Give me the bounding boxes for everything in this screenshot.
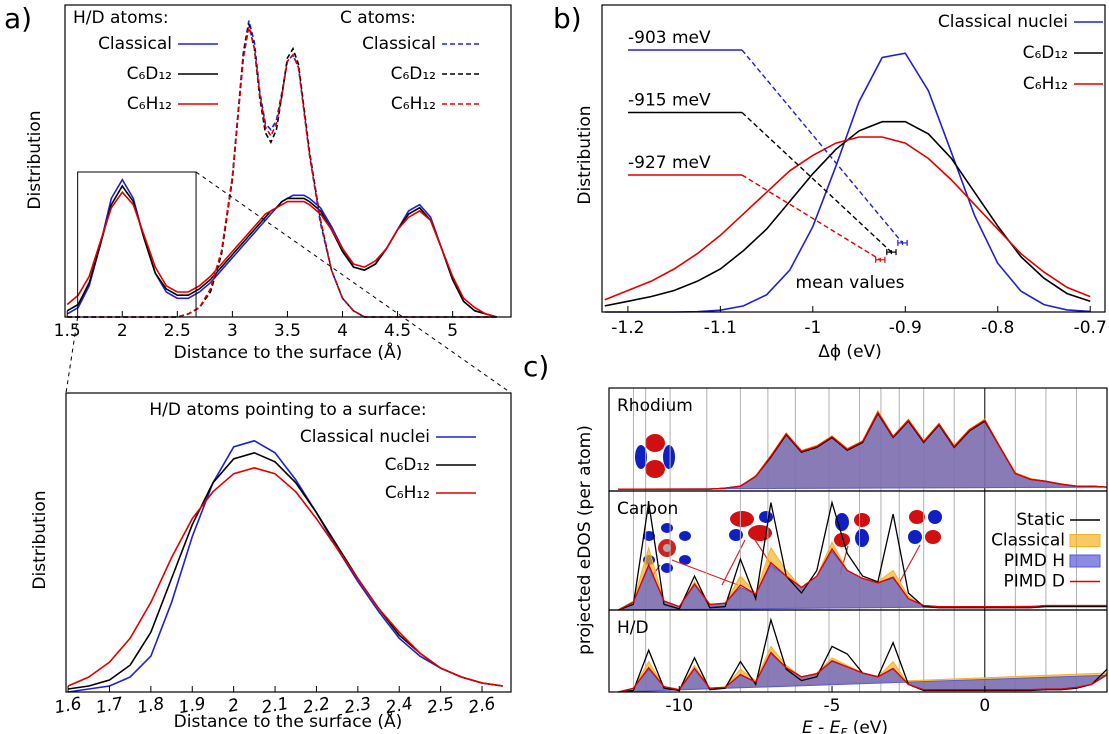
y-axis-label: projected eDOS (per atom) bbox=[575, 425, 595, 655]
annotation: mean values bbox=[796, 273, 905, 293]
x-tick-label: 2 bbox=[227, 695, 241, 717]
legend-title: C atoms: bbox=[340, 8, 416, 28]
annotation-leader bbox=[741, 49, 904, 244]
x-axis-label: E - EF (eV) bbox=[802, 718, 888, 734]
x-axis-label-part: F bbox=[840, 726, 848, 734]
x-tick-label: 2 bbox=[117, 321, 128, 341]
data-line bbox=[67, 451, 503, 690]
annotation-leader bbox=[741, 174, 881, 261]
x-tick-label: 3.5 bbox=[274, 321, 301, 341]
y-axis-label: Distribution bbox=[575, 105, 595, 204]
x-tick-label: 0 bbox=[979, 696, 990, 716]
legend-swatch bbox=[1069, 534, 1101, 547]
plot-frame bbox=[65, 392, 512, 693]
x-tick-label: 1.5 bbox=[54, 321, 81, 341]
zoom-box bbox=[77, 171, 197, 318]
zoom-connector bbox=[195, 171, 512, 394]
legend-label: Classical bbox=[98, 34, 172, 54]
x-tick-label: -1.2 bbox=[611, 318, 644, 338]
x-tick-label: -0.9 bbox=[889, 318, 922, 338]
mean-annotation: -927 meV bbox=[628, 153, 711, 173]
x-axis-label: Distance to the surface (Å) bbox=[174, 341, 403, 363]
x-tick-label: 2.2 bbox=[301, 694, 331, 718]
x-tick-label: -1.1 bbox=[704, 318, 737, 338]
legend-label: PIMD H bbox=[1004, 551, 1065, 571]
panel-label: c) bbox=[523, 350, 549, 383]
x-axis-label: Δϕ (eV) bbox=[818, 342, 882, 362]
mean-error-bar bbox=[897, 239, 908, 246]
legend-label: C₆H₁₂ bbox=[385, 483, 430, 503]
legend-label: PIMD D bbox=[1003, 572, 1065, 592]
data-line bbox=[67, 439, 503, 693]
legend-label: C₆D₁₂ bbox=[127, 64, 172, 84]
mean-annotation: -903 meV bbox=[628, 28, 711, 48]
data-area bbox=[618, 411, 1108, 490]
x-tick-label: -1 bbox=[804, 318, 821, 338]
data-line bbox=[618, 651, 1108, 693]
data-line bbox=[618, 411, 1108, 490]
x-axis-label-part: E bbox=[802, 718, 813, 734]
data-line bbox=[604, 136, 1091, 301]
x-tick-label: 2.1 bbox=[260, 694, 290, 718]
legend-label: C₆H₁₂ bbox=[391, 94, 436, 114]
x-tick-label: 2.3 bbox=[343, 694, 373, 718]
mean-error-bar bbox=[886, 249, 897, 256]
x-tick-label: -5 bbox=[824, 696, 841, 716]
x-tick-label: -10 bbox=[665, 696, 693, 716]
panel-frame bbox=[608, 609, 1108, 693]
plot-frame bbox=[64, 4, 512, 318]
x-tick-label: 1.6 bbox=[53, 694, 83, 718]
data-line bbox=[66, 190, 497, 318]
x-tick-label: -0.7 bbox=[1074, 318, 1107, 338]
x-tick-label: 1.8 bbox=[136, 694, 166, 718]
legend-label: Classical nuclei bbox=[938, 12, 1068, 32]
legend-swatch bbox=[1069, 554, 1101, 568]
x-axis-label: Distance to the surface (Å) bbox=[174, 710, 403, 732]
panel-label: b) bbox=[553, 2, 582, 35]
panel-label: a) bbox=[4, 2, 32, 35]
x-axis-label-part: E bbox=[830, 718, 841, 734]
x-tick-label: 4 bbox=[337, 321, 348, 341]
panel-label: H/D bbox=[617, 618, 649, 638]
zoom-connector bbox=[65, 316, 79, 394]
legend-label: Static bbox=[1016, 510, 1065, 530]
chart-title: H/D atoms pointing to a surface: bbox=[149, 400, 426, 420]
x-axis-label-part: (eV) bbox=[847, 718, 888, 734]
legend-label: Classical nuclei bbox=[300, 427, 430, 447]
legend-label: Classical bbox=[991, 531, 1065, 551]
legend-label: Classical bbox=[362, 34, 436, 54]
x-tick-label: 2.6 bbox=[467, 694, 497, 718]
x-tick-label: 2.5 bbox=[164, 321, 191, 341]
legend-title: H/D atoms: bbox=[73, 8, 169, 28]
x-axis-label-part: - bbox=[813, 718, 830, 734]
x-tick-label: 5 bbox=[447, 321, 458, 341]
x-tick-label: 2.4 bbox=[384, 694, 414, 718]
mean-error-bar bbox=[875, 256, 886, 263]
y-axis-label: Distribution bbox=[30, 490, 50, 589]
legend-label: C₆H₁₂ bbox=[127, 94, 172, 114]
legend-label: C₆H₁₂ bbox=[1023, 74, 1068, 94]
data-line bbox=[617, 500, 1107, 611]
x-tick-label: 3 bbox=[227, 321, 238, 341]
mean-annotation: -915 meV bbox=[628, 91, 711, 111]
x-tick-label: -0.8 bbox=[981, 318, 1014, 338]
legend-label: C₆D₁₂ bbox=[391, 64, 436, 84]
x-tick-label: 2.5 bbox=[426, 694, 456, 718]
y-axis-label: Distribution bbox=[25, 110, 45, 209]
legend-label: C₆D₁₂ bbox=[1023, 43, 1068, 63]
x-tick-label: 1.7 bbox=[94, 694, 124, 718]
x-tick-label: 1.9 bbox=[177, 694, 207, 718]
panel-label: Carbon bbox=[617, 499, 678, 519]
plot-frame bbox=[601, 4, 1106, 313]
x-tick-label: 4.5 bbox=[384, 321, 411, 341]
data-line bbox=[66, 184, 497, 318]
data-line bbox=[67, 466, 503, 687]
panel-label: Rhodium bbox=[617, 396, 693, 416]
annotation-leader bbox=[741, 111, 892, 253]
data-line bbox=[617, 547, 1107, 611]
legend-label: C₆D₁₂ bbox=[385, 455, 430, 475]
